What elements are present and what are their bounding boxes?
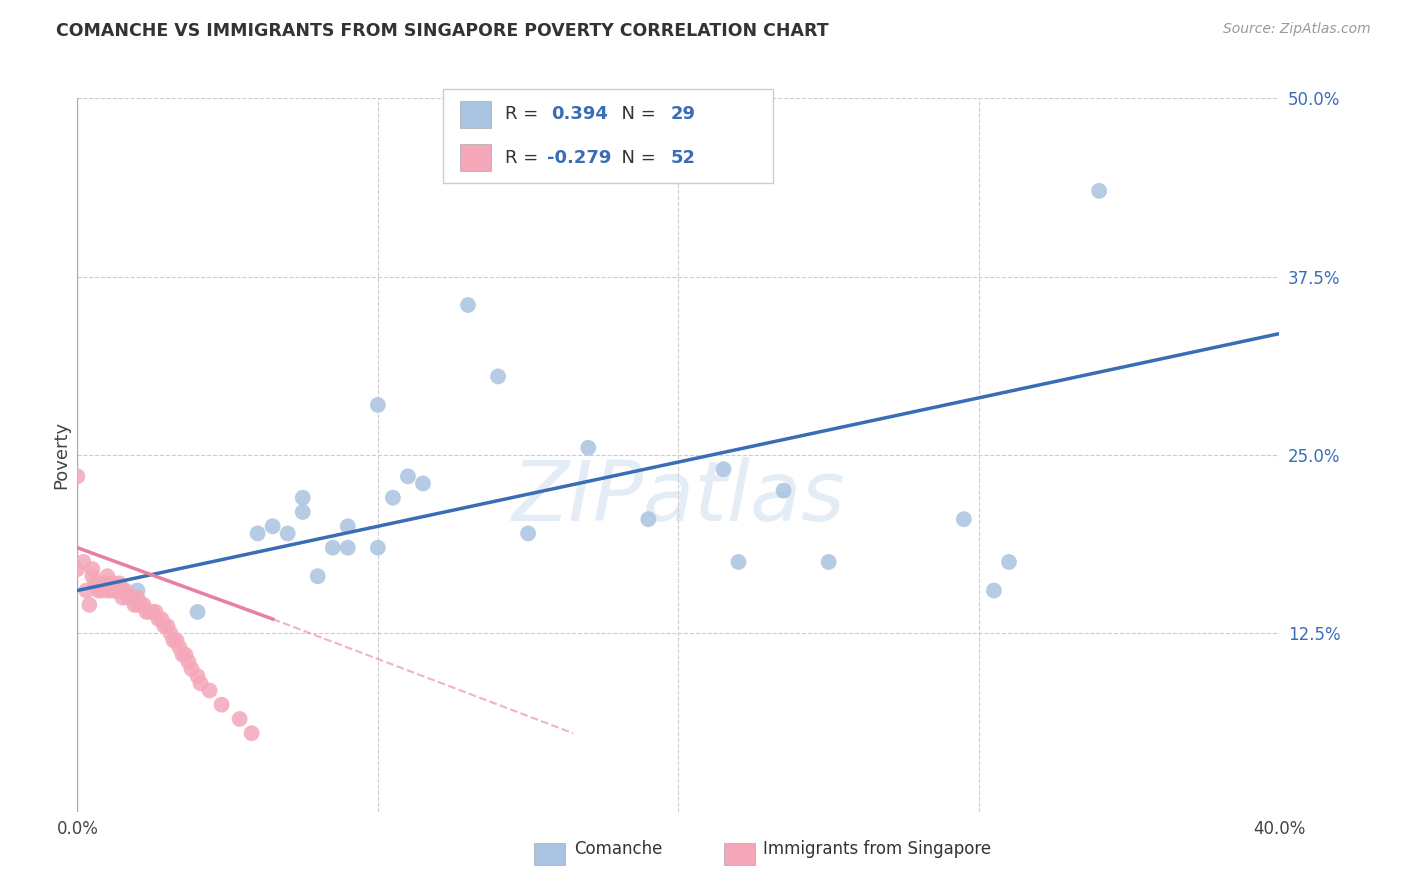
Point	[141, 605, 163, 619]
Point	[817, 555, 839, 569]
Point	[108, 576, 131, 591]
Text: Immigrants from Singapore: Immigrants from Singapore	[763, 840, 991, 858]
Point	[129, 598, 152, 612]
Point	[367, 398, 389, 412]
Point	[187, 605, 209, 619]
Point	[187, 669, 209, 683]
Point	[108, 583, 131, 598]
Text: R =: R =	[505, 149, 544, 167]
Y-axis label: Poverty: Poverty	[52, 421, 70, 489]
Point	[262, 519, 284, 533]
Point	[103, 576, 125, 591]
Point	[132, 598, 155, 612]
Point	[177, 655, 200, 669]
Point	[156, 619, 179, 633]
Point	[105, 583, 128, 598]
Point	[87, 583, 110, 598]
Point	[983, 583, 1005, 598]
Point	[637, 512, 659, 526]
Point	[211, 698, 233, 712]
Point	[111, 583, 134, 598]
Point	[291, 491, 314, 505]
Point	[162, 633, 184, 648]
Point	[72, 555, 94, 569]
Point	[90, 583, 112, 598]
Point	[96, 583, 118, 598]
Point	[517, 526, 540, 541]
Point	[66, 562, 89, 576]
Point	[172, 648, 194, 662]
Point	[169, 640, 191, 655]
Point	[79, 598, 101, 612]
Point	[336, 541, 359, 555]
Point	[998, 555, 1021, 569]
Point	[120, 591, 142, 605]
Point	[727, 555, 749, 569]
Point	[127, 583, 149, 598]
Point	[138, 605, 160, 619]
Point	[100, 583, 122, 598]
Point	[198, 683, 221, 698]
Point	[322, 541, 344, 555]
Point	[127, 591, 149, 605]
Text: 0.394: 0.394	[551, 105, 607, 123]
Text: N =: N =	[610, 149, 662, 167]
Point	[117, 591, 139, 605]
Text: Source: ZipAtlas.com: Source: ZipAtlas.com	[1223, 22, 1371, 37]
Point	[135, 605, 157, 619]
Point	[180, 662, 202, 676]
Point	[75, 583, 97, 598]
Point	[246, 526, 269, 541]
Point	[772, 483, 794, 498]
Point	[124, 598, 146, 612]
Point	[953, 512, 976, 526]
Point	[127, 598, 149, 612]
Point	[159, 626, 181, 640]
Point	[174, 648, 197, 662]
Point	[713, 462, 735, 476]
Point	[82, 562, 104, 576]
Text: 52: 52	[671, 149, 696, 167]
Point	[96, 569, 118, 583]
Point	[240, 726, 263, 740]
Point	[367, 541, 389, 555]
Text: N =: N =	[610, 105, 662, 123]
Point	[111, 591, 134, 605]
Point	[103, 583, 125, 598]
Text: 29: 29	[671, 105, 696, 123]
Text: R =: R =	[505, 105, 544, 123]
Point	[96, 576, 118, 591]
Point	[307, 569, 329, 583]
Text: COMANCHE VS IMMIGRANTS FROM SINGAPORE POVERTY CORRELATION CHART: COMANCHE VS IMMIGRANTS FROM SINGAPORE PO…	[56, 22, 830, 40]
Point	[190, 676, 212, 690]
Point	[277, 526, 299, 541]
Point	[412, 476, 434, 491]
Point	[486, 369, 509, 384]
Text: ZIPatlas: ZIPatlas	[512, 458, 845, 538]
Point	[228, 712, 250, 726]
Point	[82, 569, 104, 583]
Point	[457, 298, 479, 312]
Point	[114, 583, 136, 598]
Point	[148, 612, 170, 626]
Point	[145, 605, 167, 619]
Point	[381, 491, 404, 505]
Point	[84, 576, 107, 591]
Point	[336, 519, 359, 533]
Point	[396, 469, 419, 483]
Text: -0.279: -0.279	[547, 149, 612, 167]
Text: Comanche: Comanche	[574, 840, 662, 858]
Point	[166, 633, 188, 648]
Point	[153, 619, 176, 633]
Point	[150, 612, 173, 626]
Point	[291, 505, 314, 519]
Point	[66, 469, 89, 483]
Point	[93, 576, 115, 591]
Point	[576, 441, 599, 455]
Point	[1088, 184, 1111, 198]
